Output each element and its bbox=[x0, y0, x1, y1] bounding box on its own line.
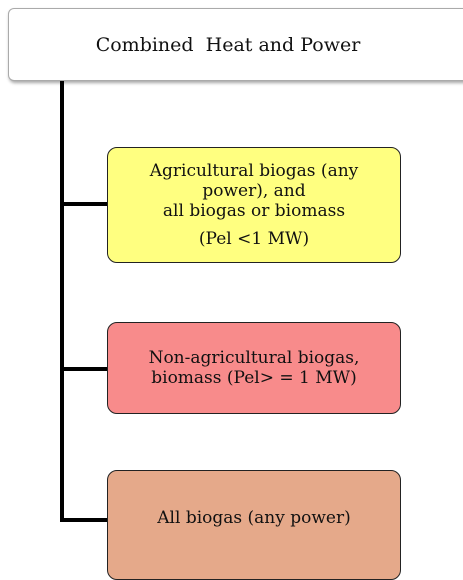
node-line: All biogas (any power) bbox=[157, 508, 351, 528]
root-label: Combined Heat and Power bbox=[95, 33, 361, 56]
node: Non-agricultural biogas, biomass (Pel> =… bbox=[107, 322, 401, 414]
node-line: power), and bbox=[202, 181, 306, 201]
root-node: Combined Heat and Power bbox=[8, 8, 463, 81]
node-line: biomass (Pel> = 1 MW) bbox=[151, 368, 357, 388]
connectors bbox=[60, 80, 108, 522]
node-line: all biogas or biomass bbox=[162, 201, 346, 221]
node-line: (Pel <1 MW) bbox=[198, 229, 310, 249]
node-line: Agricultural biogas (any bbox=[149, 161, 359, 181]
node-line: Non-agricultural biogas, bbox=[148, 348, 360, 368]
page: {"root": {"label": "Combined Heat and Po… bbox=[8, 8, 463, 580]
node: All biogas (any power) bbox=[107, 470, 401, 580]
node: Agricultural biogas (any power), and all… bbox=[107, 147, 401, 263]
